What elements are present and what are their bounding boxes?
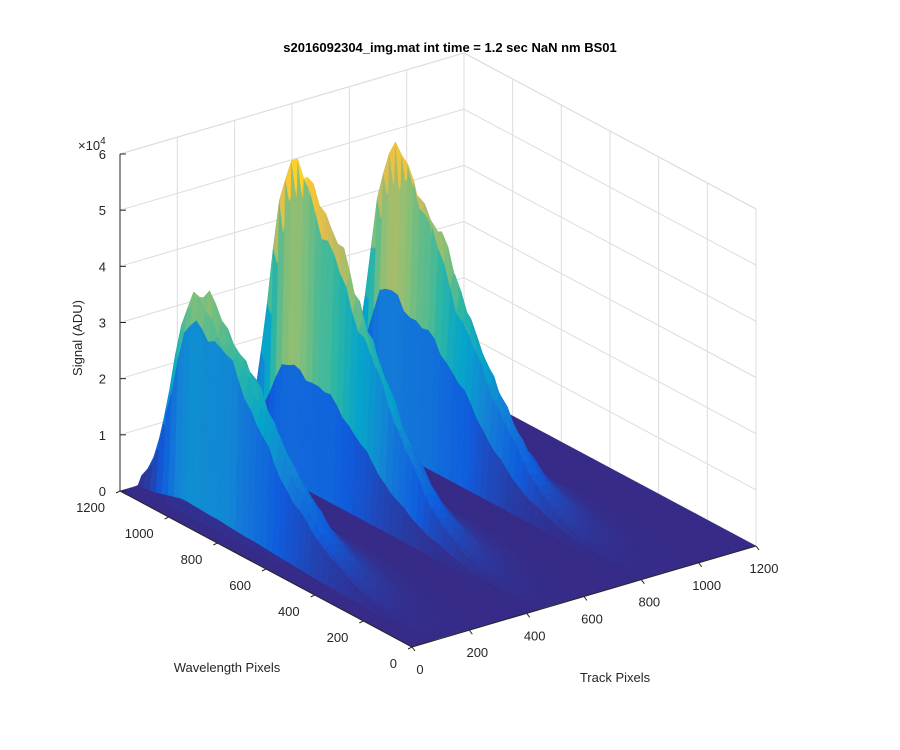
- side-wall-grid-line: [463, 277, 757, 435]
- y-tick-mark: [164, 516, 169, 520]
- chart-title: s2016092304_img.mat int time = 1.2 sec N…: [283, 40, 617, 55]
- x-tick-label: 400: [524, 628, 546, 643]
- z-tick-label: 2: [99, 372, 106, 387]
- y-tick-mark: [261, 568, 267, 572]
- z-tick-label: 3: [99, 316, 106, 331]
- x-tick-label: 1200: [750, 561, 779, 576]
- x-tick-mark: [468, 629, 473, 635]
- x-tick-label: 1000: [692, 578, 721, 593]
- y-tick-mark: [115, 490, 121, 494]
- y-tick-mark: [213, 542, 218, 546]
- y-tick-label: 0: [390, 656, 397, 671]
- z-exponent-prefix: ×10: [78, 138, 100, 153]
- z-tick-label: 5: [99, 203, 106, 218]
- y-tick-mark: [407, 646, 413, 650]
- y-tick-mark: [310, 594, 315, 598]
- x-tick-label: 800: [638, 595, 660, 610]
- x-tick-mark: [411, 646, 416, 652]
- x-tick-mark: [583, 596, 588, 601]
- box-edge: [463, 52, 757, 210]
- side-wall-grid-line: [463, 333, 757, 491]
- y-tick-label: 1000: [125, 526, 154, 541]
- back-wall-grid-line: [119, 108, 465, 211]
- x-tick-mark: [526, 613, 531, 618]
- z-tick-label: 4: [99, 259, 106, 274]
- x-tick-mark: [640, 579, 645, 584]
- y-tick-label: 200: [327, 630, 349, 645]
- y-tick-label: 800: [181, 552, 203, 567]
- box-edge: [119, 52, 465, 155]
- y-tick-label: 400: [278, 604, 300, 619]
- z-tick-label: 1: [99, 428, 106, 443]
- x-tick-label: 200: [466, 645, 488, 660]
- x-tick-mark: [698, 562, 703, 568]
- x-axis-label: Track Pixels: [580, 670, 651, 685]
- surface-layer: [119, 141, 757, 648]
- y-tick-label: 1200: [76, 500, 105, 515]
- y-tick-mark: [359, 620, 364, 624]
- z-tick-label: 0: [99, 484, 106, 499]
- x-tick-label: 600: [581, 612, 603, 627]
- side-wall-grid-line: [463, 108, 757, 266]
- y-axis-label: Wavelength Pixels: [174, 660, 281, 675]
- y-tick-label: 600: [229, 578, 251, 593]
- z-exponent-power: 4: [100, 136, 106, 147]
- side-wall-grid-line: [463, 221, 757, 378]
- side-wall-grid-line: [463, 164, 757, 322]
- z-axis-label: Signal (ADU): [70, 300, 85, 376]
- x-tick-mark: [755, 545, 760, 551]
- x-tick-label: 0: [416, 662, 423, 677]
